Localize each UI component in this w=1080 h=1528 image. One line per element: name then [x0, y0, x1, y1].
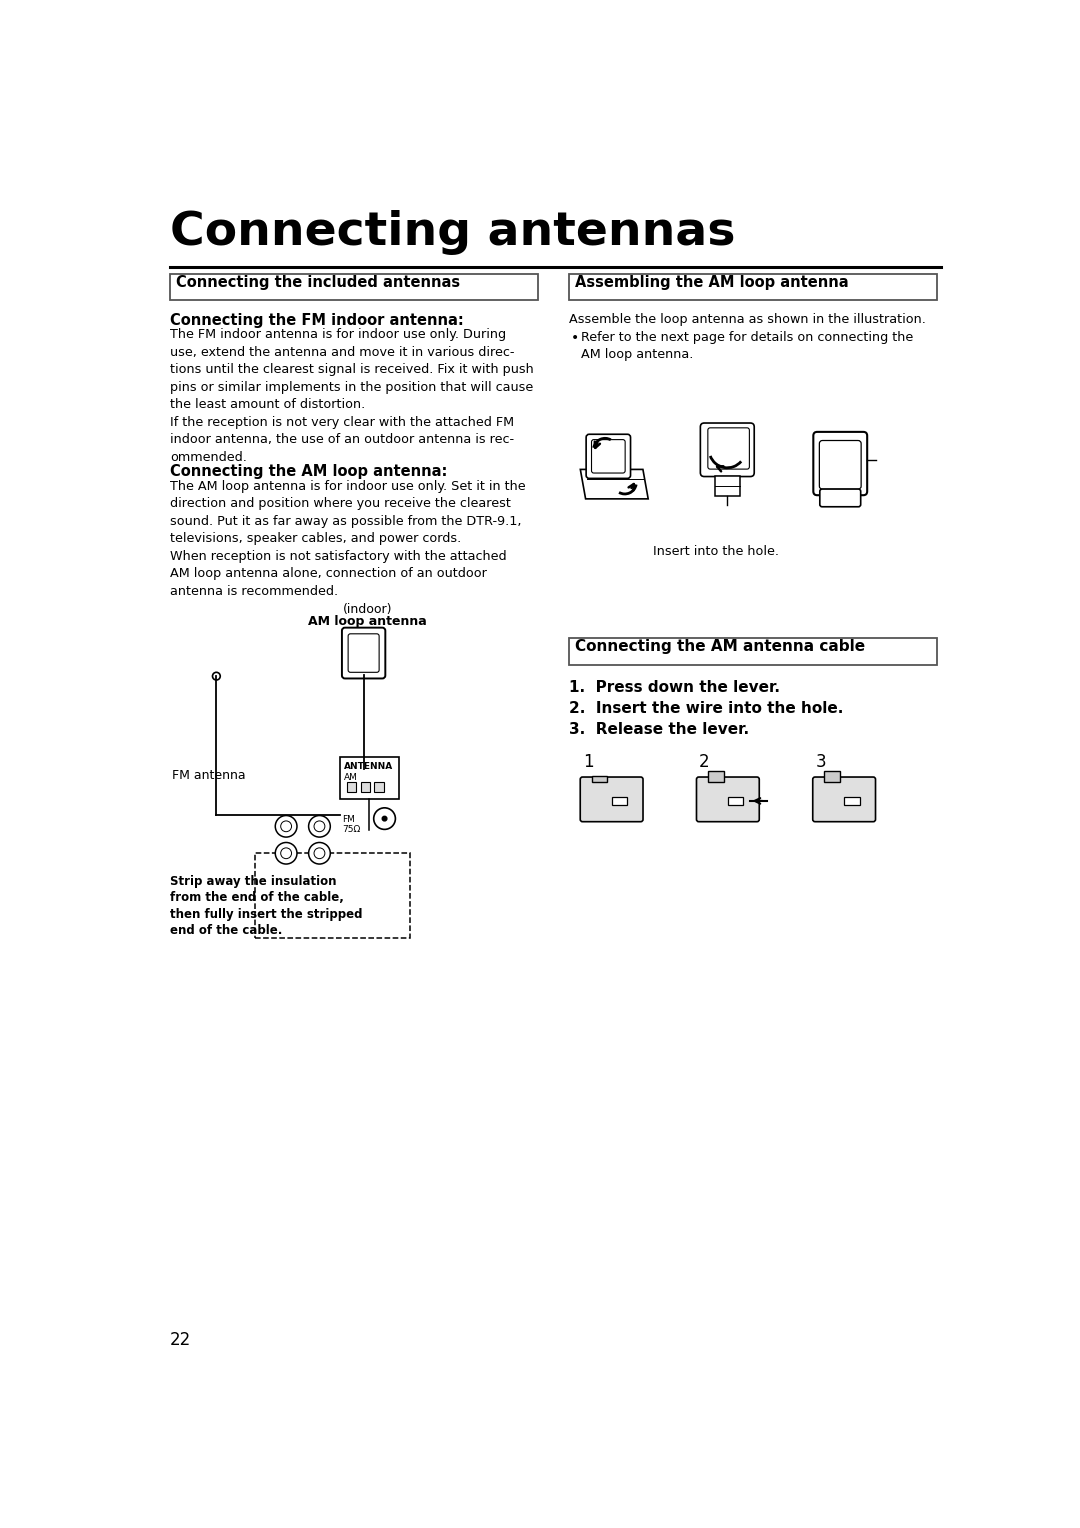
FancyBboxPatch shape [586, 434, 631, 478]
Circle shape [314, 821, 325, 831]
Circle shape [314, 848, 325, 859]
Text: 1.  Press down the lever.: 1. Press down the lever. [569, 680, 780, 695]
Text: Connecting the AM loop antenna:: Connecting the AM loop antenna: [170, 465, 447, 480]
Text: The AM loop antenna is for indoor use only. Set it in the
direction and position: The AM loop antenna is for indoor use on… [170, 480, 526, 597]
Text: (indoor): (indoor) [342, 604, 392, 616]
Bar [347, 782, 356, 792]
FancyBboxPatch shape [592, 440, 625, 474]
Circle shape [213, 672, 220, 680]
Bar [340, 756, 399, 799]
Text: Connecting the FM indoor antenna:: Connecting the FM indoor antenna: [170, 313, 463, 327]
Text: ANTENNA: ANTENNA [345, 762, 393, 772]
Text: Connecting antennas: Connecting antennas [170, 211, 735, 255]
Text: 2.  Insert the wire into the hole.: 2. Insert the wire into the hole. [569, 701, 843, 715]
Bar [845, 798, 860, 805]
Text: Refer to the next page for details on connecting the
AM loop antenna.: Refer to the next page for details on co… [581, 332, 913, 361]
Text: The FM indoor antenna is for indoor use only. During
use, extend the antenna and: The FM indoor antenna is for indoor use … [170, 329, 534, 463]
FancyBboxPatch shape [342, 628, 386, 678]
Circle shape [382, 816, 387, 821]
Bar [592, 776, 607, 782]
Text: 3.  Release the lever.: 3. Release the lever. [569, 721, 750, 736]
Text: FM: FM [342, 814, 355, 824]
FancyBboxPatch shape [707, 428, 750, 469]
FancyBboxPatch shape [348, 634, 379, 672]
FancyBboxPatch shape [820, 440, 861, 489]
Text: AM: AM [345, 773, 359, 782]
FancyBboxPatch shape [820, 489, 861, 507]
Bar [708, 770, 724, 782]
Text: 75Ω: 75Ω [342, 825, 360, 834]
Circle shape [281, 821, 292, 831]
Text: Connecting the included antennas: Connecting the included antennas [176, 275, 460, 290]
FancyBboxPatch shape [813, 778, 876, 822]
FancyBboxPatch shape [697, 778, 759, 822]
Text: Assemble the loop antenna as shown in the illustration.: Assemble the loop antenna as shown in th… [569, 313, 926, 325]
Text: AM loop antenna: AM loop antenna [308, 616, 427, 628]
Bar [611, 798, 627, 805]
FancyBboxPatch shape [813, 432, 867, 495]
Polygon shape [580, 469, 648, 498]
Text: 2: 2 [699, 753, 710, 772]
Text: Assembling the AM loop antenna: Assembling the AM loop antenna [576, 275, 849, 290]
FancyBboxPatch shape [700, 423, 754, 477]
Circle shape [281, 848, 292, 859]
Bar [361, 782, 369, 792]
Bar [170, 274, 538, 301]
Bar [255, 853, 410, 938]
Bar [375, 782, 383, 792]
Bar [569, 637, 937, 665]
Text: Insert into the hole.: Insert into the hole. [653, 545, 780, 558]
Bar [715, 475, 740, 495]
Text: 22: 22 [170, 1331, 191, 1349]
Text: 3: 3 [815, 753, 826, 772]
Bar [569, 274, 937, 301]
Text: Connecting the AM antenna cable: Connecting the AM antenna cable [576, 639, 865, 654]
Text: FM antenna: FM antenna [172, 769, 246, 781]
Circle shape [275, 816, 297, 837]
Bar [728, 798, 743, 805]
Text: •: • [570, 332, 579, 345]
Circle shape [309, 842, 330, 863]
Bar [824, 770, 840, 782]
Circle shape [374, 808, 395, 830]
FancyBboxPatch shape [580, 778, 643, 822]
Circle shape [309, 816, 330, 837]
Circle shape [275, 842, 297, 863]
Text: Strip away the insulation
from the end of the cable,
then fully insert the strip: Strip away the insulation from the end o… [170, 876, 363, 937]
Text: 1: 1 [583, 753, 594, 772]
